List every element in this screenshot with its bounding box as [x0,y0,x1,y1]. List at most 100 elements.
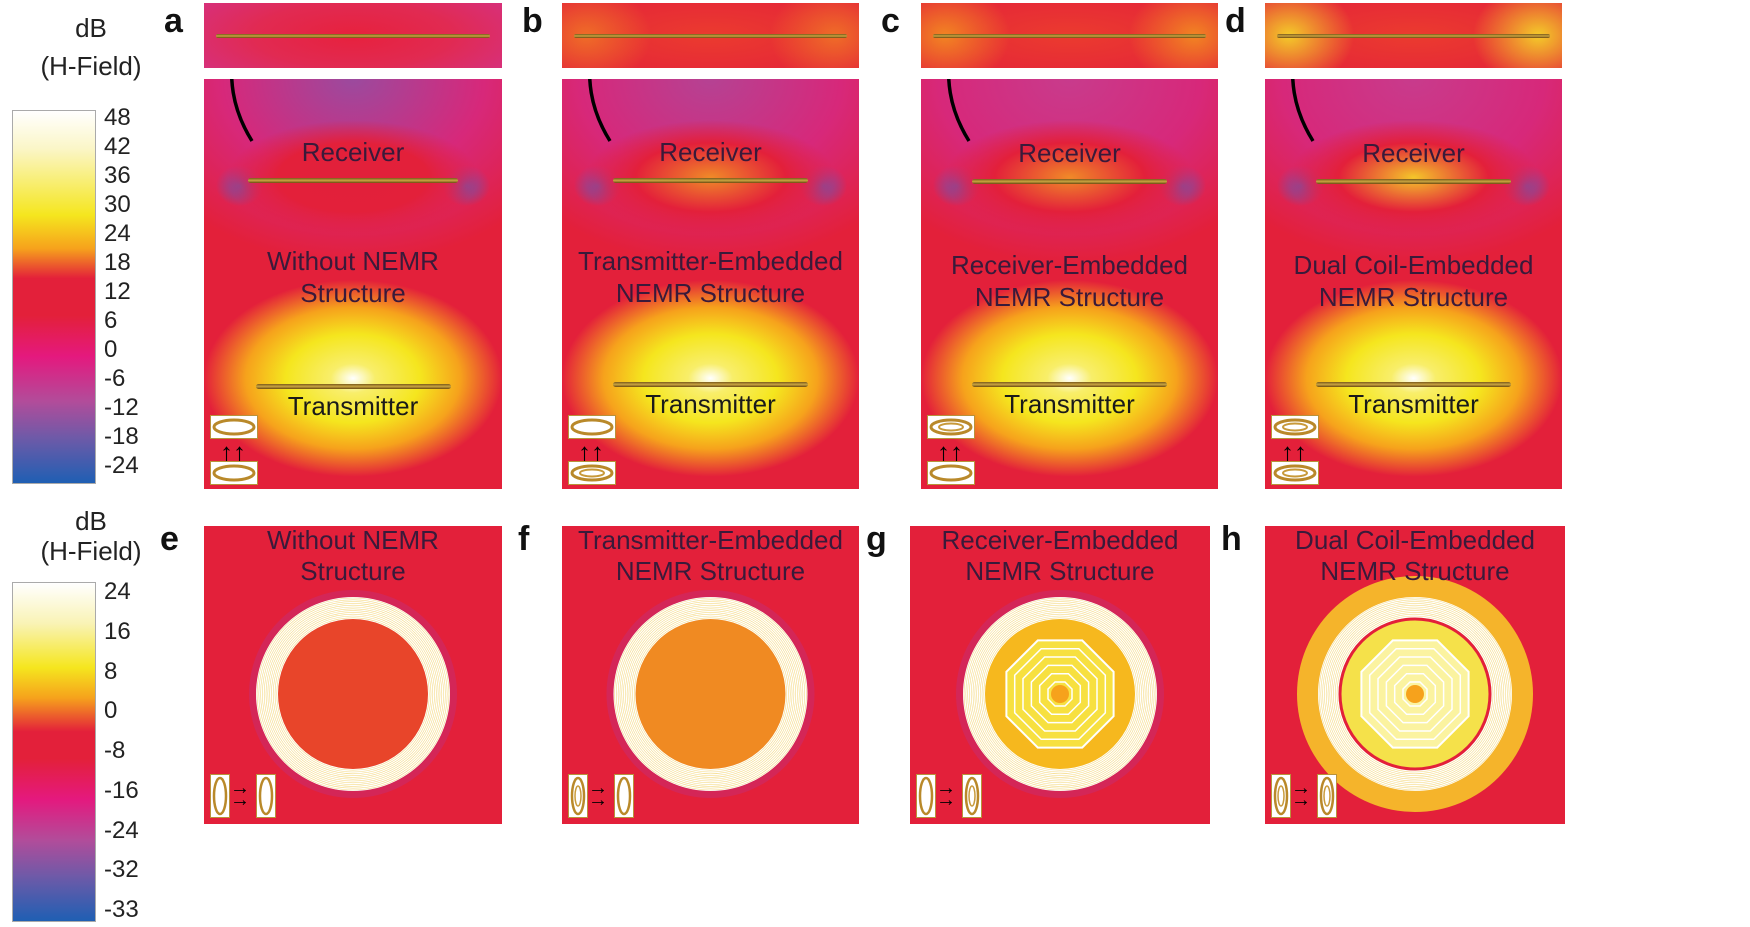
panel-label-c: c [881,2,900,40]
colorbar-tick-label: 48 [104,104,131,131]
receiver-coil-config-icon [1271,415,1319,439]
colorbar-tick-label: 0 [104,336,118,363]
structure-label-line1: Without NEMR [267,526,439,555]
alignment-arrows: →→ [230,777,250,811]
transmitter-coil-config-icon [210,774,230,818]
colorbar-tick-label: 42 [104,133,131,160]
alignment-arrows: ↑↑ [578,437,604,467]
transmitter-label: Transmitter [287,391,419,421]
zoomed-receiver-coil [216,34,490,38]
colorbar-tick-label: -16 [104,776,139,804]
coil-top-view [956,590,1164,798]
receiver-coil-config-icon [1317,774,1337,818]
colorbar-tick-label: 24 [104,220,131,247]
receiver-label: Receiver [1018,138,1121,168]
zoom-arrow-icon [946,79,971,142]
panel-label-a: a [164,2,183,40]
colorbar-bottom-unit: dB [75,506,107,536]
colorbar-tick-label: -12 [104,394,139,421]
zoom-strip-c [921,3,1218,68]
side-field-panel-c: Receiver Receiver-Embedded NEMR Structure T… [921,79,1218,489]
structure-label-line2: NEMR Structure [1320,556,1510,586]
colorbar-tick-label: -6 [104,365,126,392]
transmitter-coil-config-icon [916,774,936,818]
zoom-arrow-icon [587,79,612,142]
zoom-arrow-icon [229,79,254,142]
colorbar-tick-label: -8 [104,737,126,764]
coil-top-view [606,590,815,798]
structure-label-line2: NEMR Structure [974,282,1165,312]
zoomed-receiver-coil [933,34,1206,38]
panel-label-f: f [518,520,530,558]
receiver-coil-config-icon [614,774,634,818]
colorbar-top-quantity: (H-Field) [40,51,142,81]
receiver-coil-config-icon [927,415,975,439]
top-field-panel-e: Without NEMR Structure →→ [204,526,502,824]
transmitter-coil [255,384,451,389]
zoom-strip-a [204,3,502,68]
colorbar-tick-label: -33 [104,896,139,923]
transmitter-label: Transmitter [1004,389,1135,419]
transmitter-coil-config-icon [1271,774,1291,818]
transmitter-coil-config-icon [1271,461,1319,485]
colorbar-bottom-quantity: (H-Field) [40,536,142,566]
colorbar-tick-label: 18 [104,249,131,276]
transmitter-coil-config-icon [210,461,258,485]
top-field-panel-g: Receiver-Embedded NEMR Structure →→ [910,526,1210,824]
structure-label-line1: Without NEMR [267,246,439,276]
colorbar-tick-label: 6 [104,307,118,334]
receiver-coil [1316,179,1511,184]
transmitter-coil [972,382,1167,387]
colorbar-tick-label: -32 [104,856,139,884]
structure-label-line2: NEMR Structure [1318,282,1509,312]
colorbar-tick-label: 0 [104,697,118,725]
colorbar-tick-label: 30 [104,191,131,218]
panel-label-b: b [522,2,543,40]
panel-label-g: g [866,520,887,558]
transmitter-coil [613,382,808,387]
side-field-panel-d: Receiver Dual Coil-Embedded NEMR Structure… [1265,79,1562,489]
structure-label-line2: NEMR Structure [965,556,1155,586]
receiver-coil [613,178,808,183]
structure-label-line1: Dual Coil-Embedded [1293,250,1534,280]
top-field-panel-f: Transmitter-Embedded NEMR Structure →→ [562,526,859,824]
side-field-panel-b: Receiver Transmitter-Embedded NEMR Structu… [562,79,859,489]
panel-label-d: d [1225,2,1246,40]
receiver-label: Receiver [659,137,762,167]
structure-label-line1: Receiver-Embedded [941,526,1179,555]
alignment-arrows: ↑↑ [1281,437,1307,467]
receiver-coil [248,178,458,183]
colorbar-tick-label: 16 [104,617,131,645]
zoomed-receiver-coil [1277,34,1550,38]
colorbar-tick-label: 12 [104,278,131,305]
side-field-panel-a: Receiver Without NEMR Structure Transmitter… [204,79,502,489]
receiver-coil-config-icon [568,415,616,439]
structure-label-line1: Transmitter-Embedded [578,526,843,555]
receiver-coil-config-icon [210,415,258,439]
receiver-label: Receiver [1362,138,1465,168]
panel-label-e: e [160,520,179,558]
receiver-label: Receiver [301,137,405,167]
transmitter-label: Transmitter [1348,389,1479,419]
colorbar-tick-label: 8 [104,657,118,685]
receiver-coil-config-icon [256,774,276,818]
colorbar-tick-label: -18 [104,423,139,450]
zoom-strip-b [562,3,859,68]
coil-top-view [249,590,457,798]
structure-label-line1: Transmitter-Embedded [578,246,843,276]
structure-label-line2: NEMR Structure [615,556,806,586]
alignment-arrows: →→ [588,777,608,811]
colorbar-top-gradient [12,110,96,484]
alignment-arrows: →→ [936,777,956,811]
zoom-arrow-icon [1290,79,1315,142]
transmitter-label: Transmitter [645,389,776,419]
structure-label-line1: Receiver-Embedded [950,250,1188,280]
colorbar-tick-label: -24 [104,452,139,479]
colorbar-tick-label: 24 [104,578,131,605]
transmitter-coil-config-icon [568,461,616,485]
receiver-coil-config-icon [962,774,982,818]
transmitter-coil [1316,382,1511,387]
alignment-arrows: ↑↑ [220,437,246,467]
structure-label-line2: Structure [300,278,406,308]
transmitter-coil-config-icon [927,461,975,485]
